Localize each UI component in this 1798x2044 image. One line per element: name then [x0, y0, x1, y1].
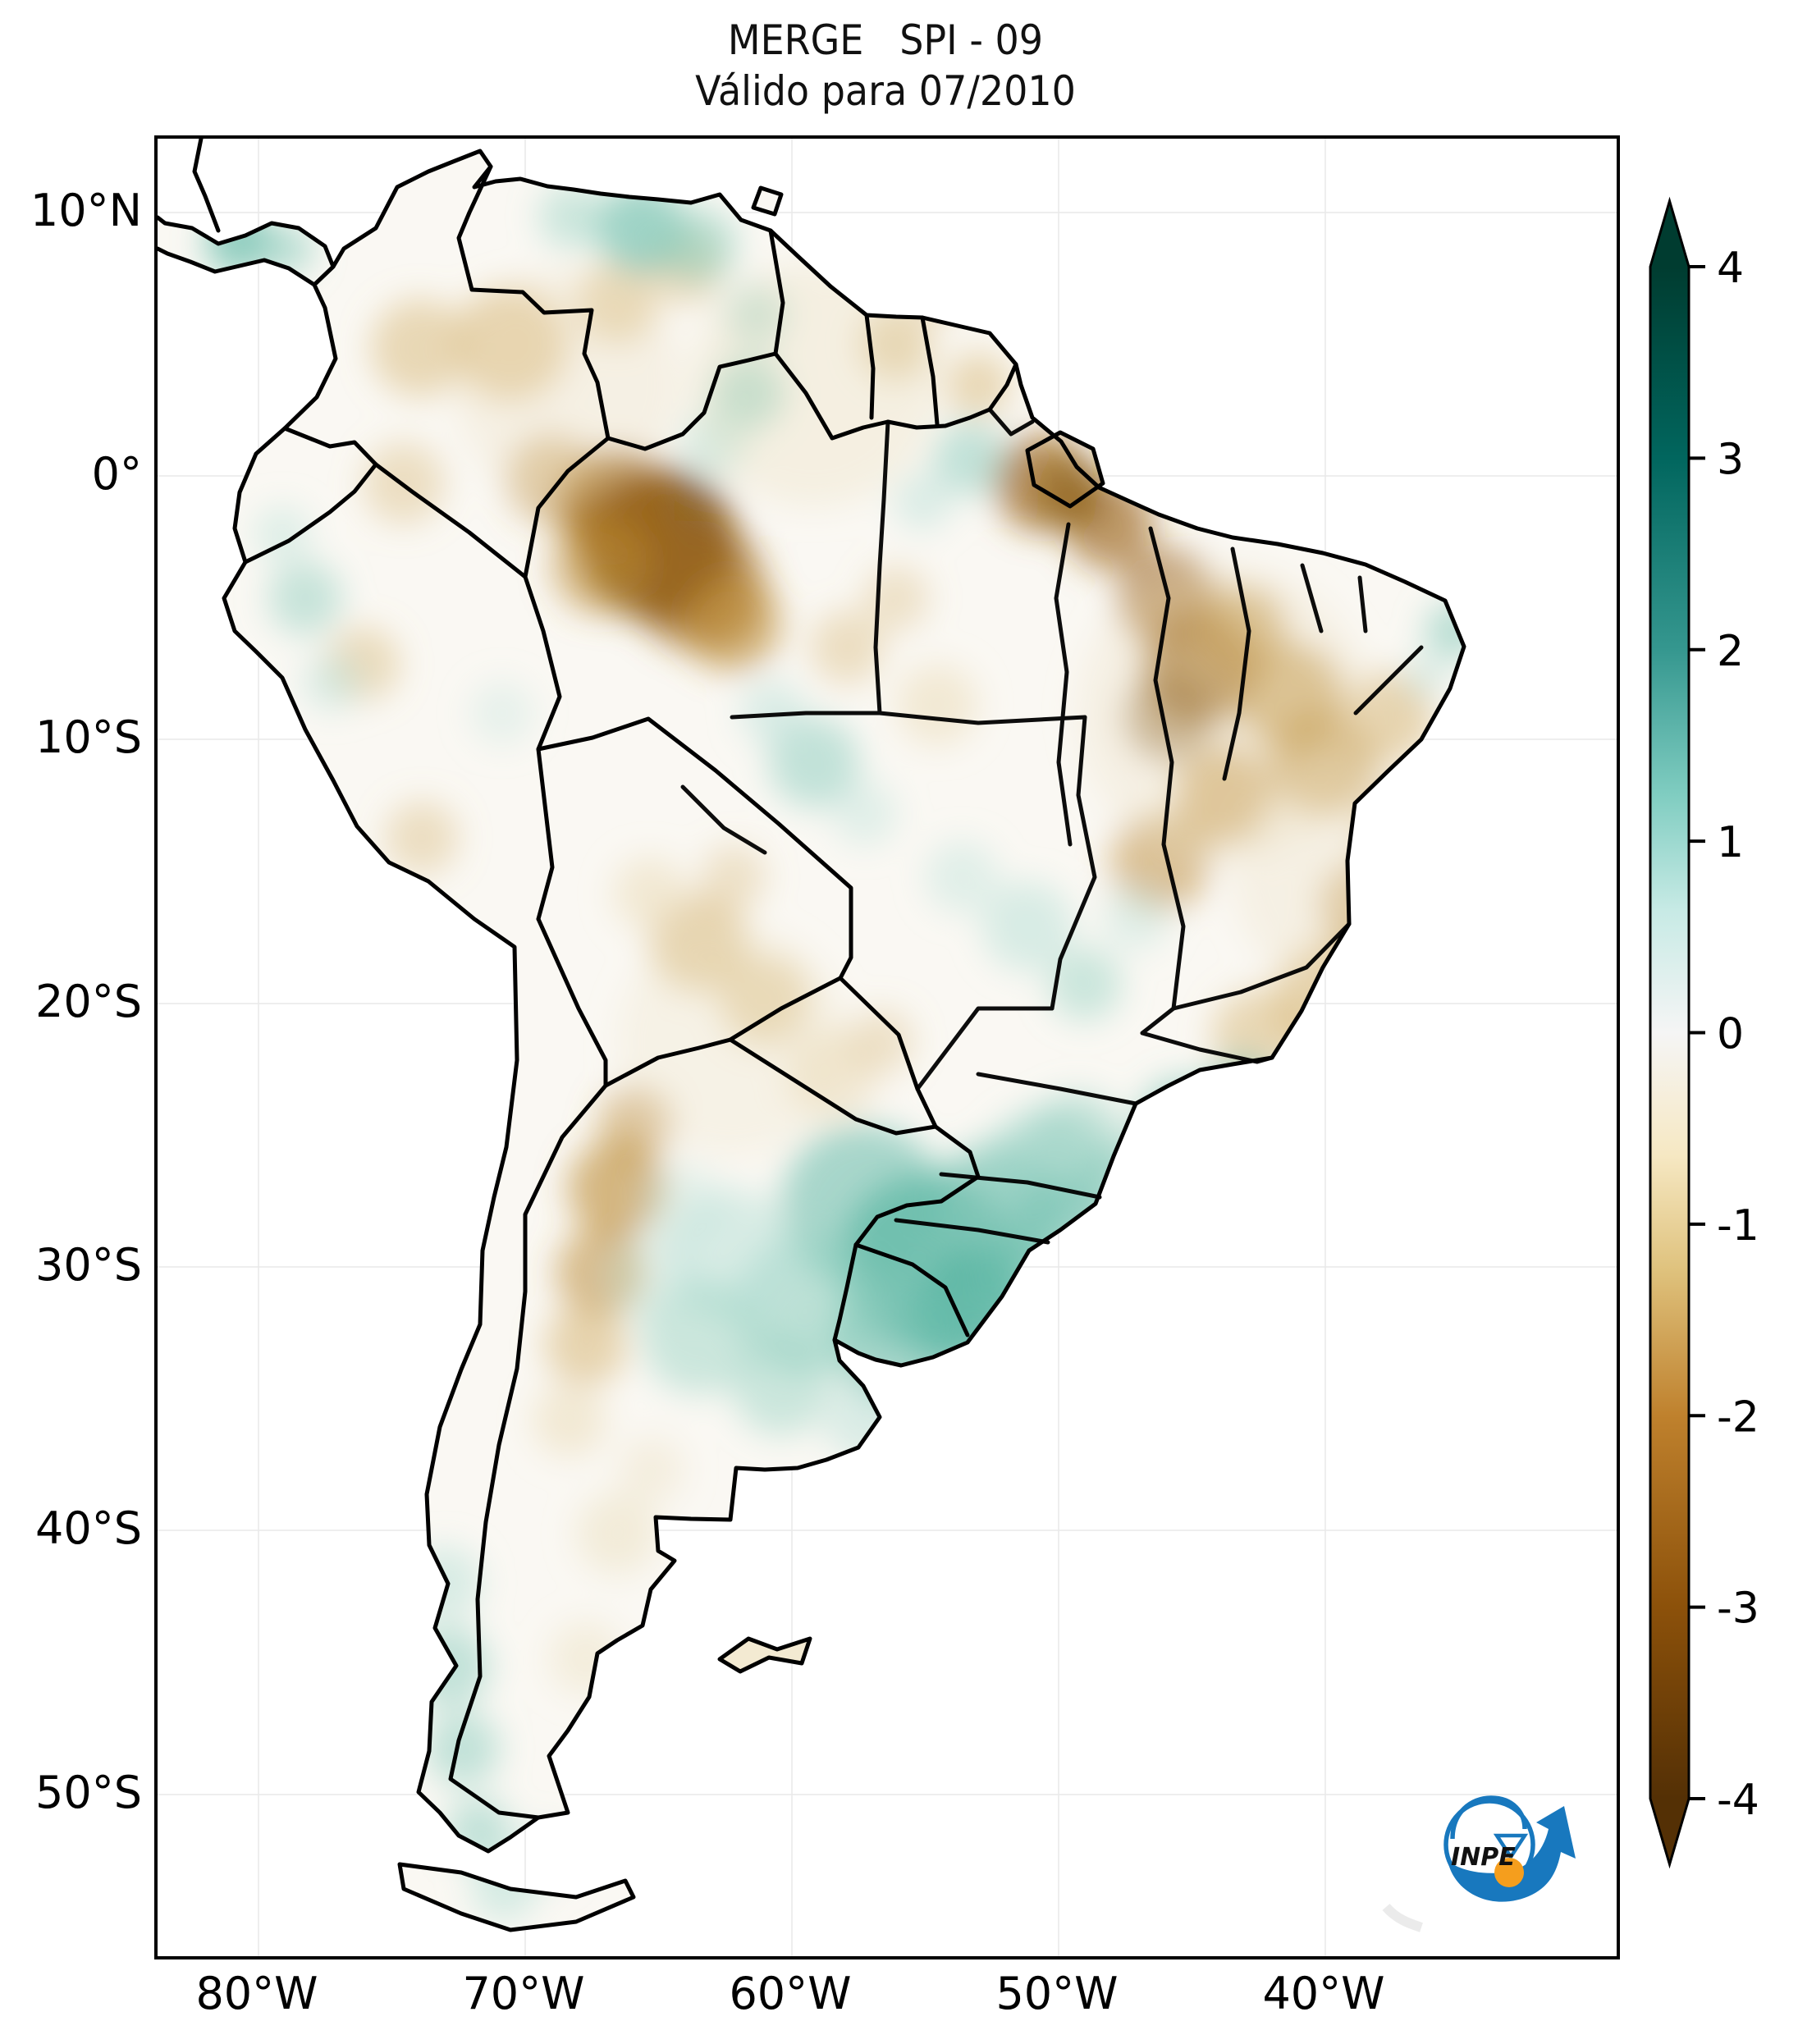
spi-blob: [863, 565, 929, 631]
spi-blob: [925, 840, 999, 914]
spi-blob: [453, 270, 683, 500]
lon-tick-label: 60°W: [684, 1968, 897, 2020]
spi-blob: [613, 857, 687, 931]
watermark-mark: [1386, 1907, 1421, 1927]
spi-blob: [545, 1304, 627, 1386]
title-line-2: Válido para 07/2010: [214, 66, 1557, 117]
inpe-logo: INPE: [1446, 1798, 1576, 1902]
spi-blob: [1027, 1092, 1126, 1191]
colorbar: 4 3 2 1 0 -1 -2 -3 -4: [1633, 164, 1797, 1912]
spi-blob: [691, 262, 937, 508]
south-america-map: INPE: [158, 139, 1617, 1956]
latitude-axis: 10°N 0° 10°S 20°S 30°S 40°S 50°S: [0, 0, 142, 2044]
lon-tick-label: 50°W: [950, 1968, 1164, 2020]
colorbar-tick-label: 4: [1717, 244, 1744, 293]
spi-blob: [303, 653, 360, 711]
spi-field: [205, 184, 1483, 1921]
colorbar-tick-label: -2: [1717, 1392, 1759, 1442]
spi-blob: [576, 1493, 658, 1575]
spi-blob: [469, 680, 535, 746]
spi-blob: [1103, 885, 1169, 951]
colorbar-ticks: 4 3 2 1 0 -1 -2 -3 -4: [1689, 244, 1759, 1825]
spi-blob: [551, 516, 650, 615]
lat-tick-label: 50°S: [0, 1767, 142, 1819]
spi-blob: [1081, 1144, 1171, 1234]
map-area: INPE: [154, 135, 1620, 1959]
colorbar-tick-label: 1: [1717, 818, 1744, 867]
spi-blob: [732, 1337, 830, 1435]
lat-tick-label: 20°S: [0, 976, 142, 1028]
figure: MERGE SPI - 09 Válido para 07/2010 10°N 0…: [0, 0, 1798, 2044]
spi-blob: [966, 1242, 1056, 1333]
spi-blob: [619, 1437, 684, 1502]
colorbar-tick-label: -4: [1717, 1776, 1759, 1825]
spi-blob: [701, 844, 766, 910]
spi-blob: [1405, 656, 1446, 697]
spi-blob: [894, 473, 951, 530]
lat-tick-label: 10°S: [0, 711, 142, 764]
longitude-axis: 80°W 70°W 60°W 50°W 40°W: [0, 1968, 1798, 2025]
title-line-1: MERGE SPI - 09: [214, 15, 1557, 66]
spi-blob: [683, 574, 781, 672]
spi-blob: [1360, 787, 1450, 877]
lon-tick-label: 40°W: [1217, 1968, 1430, 2020]
spi-blob: [605, 1234, 695, 1324]
lon-tick-label: 70°W: [417, 1968, 630, 2020]
spi-blob: [1425, 602, 1483, 660]
spi-blob: [533, 1383, 606, 1457]
spi-blob: [945, 352, 1011, 418]
spi-blob: [1138, 1078, 1228, 1168]
colorbar-bar: [1650, 201, 1689, 1864]
lat-tick-label: 30°S: [0, 1239, 142, 1292]
spi-blob: [1169, 1141, 1234, 1207]
spi-blob: [1372, 894, 1446, 967]
spi-blob: [810, 610, 884, 684]
colorbar-tick-label: -3: [1717, 1584, 1759, 1634]
lon-tick-label: 80°W: [150, 1968, 364, 2020]
spi-blob: [662, 208, 736, 282]
spi-blob: [832, 780, 898, 846]
spi-blob: [549, 1621, 623, 1695]
plot-title: MERGE SPI - 09 Válido para 07/2010: [214, 15, 1557, 117]
spi-blob: [896, 664, 978, 746]
spi-blob: [408, 1546, 482, 1620]
colorbar-tick-label: 0: [1717, 1010, 1744, 1059]
lat-tick-label: 10°N: [0, 185, 142, 237]
spi-blob: [642, 1164, 724, 1246]
colorbar-tick-label: -1: [1717, 1201, 1759, 1251]
spi-blob: [908, 262, 966, 319]
logo-text: INPE: [1451, 1843, 1516, 1872]
lat-tick-label: 40°S: [0, 1502, 142, 1555]
colorbar-tick-label: 2: [1717, 627, 1744, 676]
lat-tick-label: 0°: [0, 448, 142, 501]
spi-blob: [268, 561, 342, 635]
colorbar-tick-label: 3: [1717, 435, 1744, 484]
